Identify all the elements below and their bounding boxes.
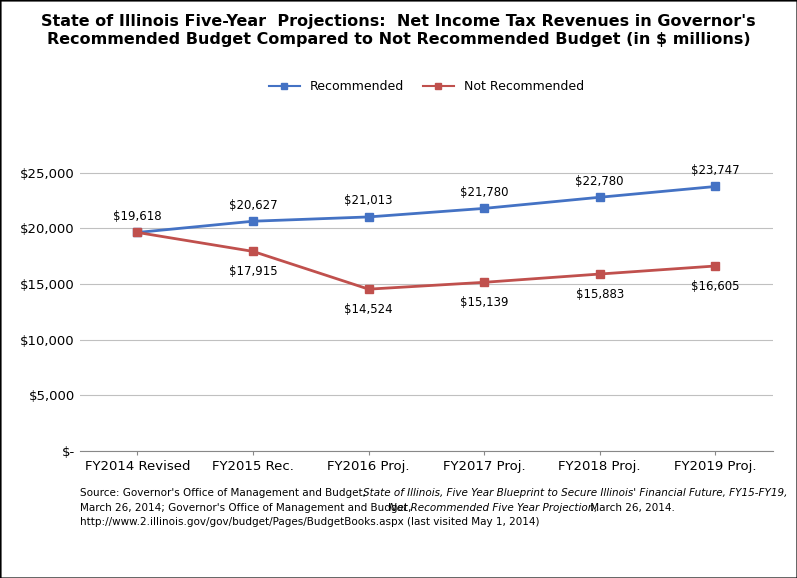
Text: $21,780: $21,780 (460, 186, 508, 199)
Text: State of Illinois, Five Year Blueprint to Secure Illinois' Financial Future, FY1: State of Illinois, Five Year Blueprint t… (363, 488, 787, 498)
Recommended (132, 229, 143, 236)
Text: March 26, 2014; Governor's Office of Management and Budget,: March 26, 2014; Governor's Office of Man… (80, 503, 418, 513)
Recommended (249, 218, 258, 225)
Text: $20,627: $20,627 (229, 198, 277, 212)
Not Recommended (363, 286, 373, 292)
Text: $16,605: $16,605 (691, 280, 740, 293)
Legend: Recommended, Not Recommended: Recommended, Not Recommended (264, 75, 589, 98)
Text: $14,524: $14,524 (344, 303, 393, 316)
Text: Not Recommended Five Year Projection,: Not Recommended Five Year Projection, (389, 503, 598, 513)
Text: $22,780: $22,780 (575, 175, 624, 187)
Text: $17,915: $17,915 (229, 265, 277, 278)
Line: Not Recommended: Not Recommended (133, 228, 720, 293)
Not Recommended (132, 229, 143, 236)
Recommended (363, 213, 373, 220)
Text: State of Illinois Five-Year  Projections:  Net Income Tax Revenues in Governor's: State of Illinois Five-Year Projections:… (41, 14, 756, 47)
Text: $21,013: $21,013 (344, 194, 393, 207)
Text: $19,618: $19,618 (113, 210, 162, 223)
Text: $15,139: $15,139 (460, 296, 508, 309)
Recommended (479, 205, 489, 212)
Recommended (711, 183, 720, 190)
Text: http://www.2.illinois.gov/gov/budget/Pages/BudgetBooks.aspx (last visited May 1,: http://www.2.illinois.gov/gov/budget/Pag… (80, 517, 540, 527)
Text: Source: Governor's Office of Management and Budget,: Source: Governor's Office of Management … (80, 488, 369, 498)
Not Recommended (479, 279, 489, 286)
Text: $23,747: $23,747 (691, 164, 740, 177)
Not Recommended (249, 248, 258, 255)
Not Recommended (595, 271, 605, 277)
Line: Recommended: Recommended (133, 182, 720, 236)
Text: $15,883: $15,883 (575, 288, 624, 301)
Not Recommended (711, 262, 720, 269)
Recommended (595, 194, 605, 201)
Text: March 26, 2014.: March 26, 2014. (587, 503, 674, 513)
